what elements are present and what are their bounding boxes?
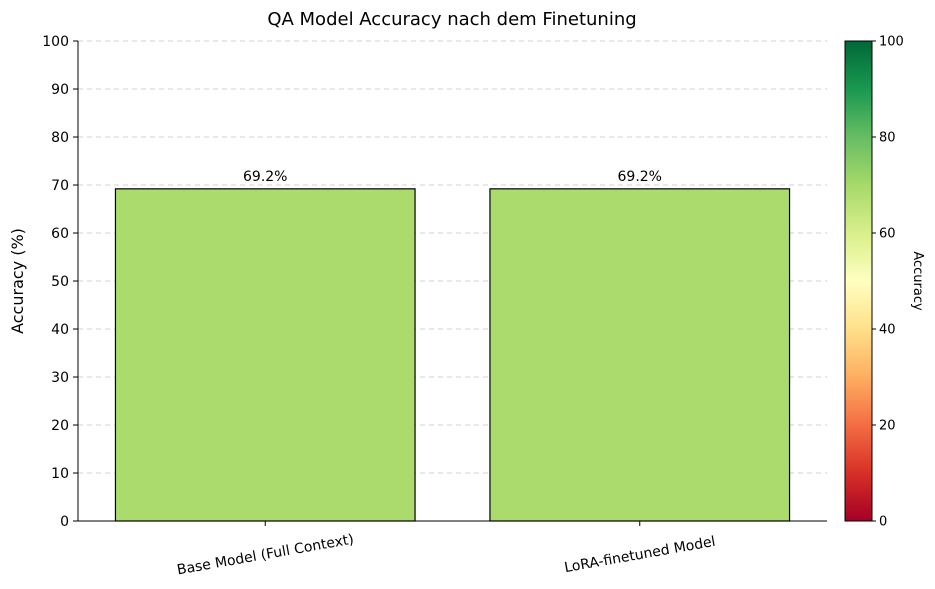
y-tick-label: 40 — [51, 322, 69, 338]
bars: 69.2% 69.2% — [114, 169, 791, 522]
bar — [489, 188, 791, 522]
y-tick-label: 50 — [51, 274, 69, 290]
y-tick-label: 80 — [51, 130, 69, 146]
y-tick-label: 70 — [51, 178, 69, 194]
colorbar-tick-label: 80 — [879, 131, 896, 146]
colorbar-label: Accuracy — [910, 251, 925, 311]
y-tick-label: 90 — [51, 82, 69, 98]
data-label: 69.2% — [618, 169, 662, 185]
bar — [114, 188, 416, 522]
chart-title: QA Model Accuracy nach dem Finetuning — [267, 9, 636, 30]
y-tick-label: 10 — [51, 466, 69, 482]
y-axis-label: Accuracy (%) — [8, 228, 27, 334]
y-tick-label: 30 — [51, 370, 69, 386]
colorbar-gradient — [844, 40, 873, 522]
colorbar-tick-label: 100 — [879, 35, 904, 50]
category-label: LoRA-finetuned Model — [563, 534, 717, 576]
y-tick-label: 100 — [42, 34, 69, 50]
x-axis-ticks: Base Model (Full Context) LoRA-finetuned … — [176, 521, 717, 578]
colorbar-tick-label: 20 — [879, 419, 896, 434]
colorbar-tick-label: 0 — [879, 515, 887, 530]
y-tick-label: 20 — [51, 418, 69, 434]
y-tick-label: 0 — [60, 514, 69, 530]
y-tick-label: 60 — [51, 226, 69, 242]
data-label: 69.2% — [243, 169, 287, 185]
category-label: Base Model (Full Context) — [176, 532, 355, 579]
colorbar: 0 20 40 60 80 100 Accuracy — [844, 35, 925, 530]
colorbar-tick-label: 60 — [879, 227, 896, 242]
y-axis-ticks: 0 10 20 30 40 50 60 70 80 90 100 — [42, 34, 78, 530]
colorbar-tick-label: 40 — [879, 323, 896, 338]
